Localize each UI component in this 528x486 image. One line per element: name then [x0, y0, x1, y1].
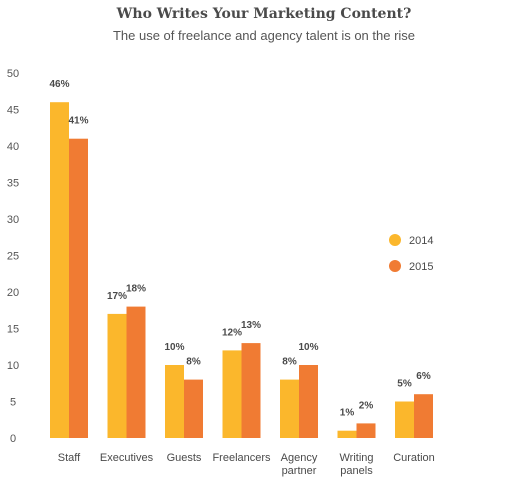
- data-label: 8%: [186, 357, 201, 368]
- y-tick-label: 25: [7, 251, 19, 263]
- y-tick-label: 15: [7, 324, 19, 336]
- bar-2014: [107, 313, 127, 438]
- x-tick-label: panels: [340, 465, 373, 477]
- data-label: 46%: [49, 79, 69, 90]
- data-label: 10%: [164, 342, 184, 353]
- legend-label: 2015: [409, 261, 433, 273]
- bar-2014: [165, 365, 184, 438]
- data-label: 8%: [282, 357, 297, 368]
- y-tick-label: 10: [7, 360, 19, 372]
- x-tick-label: Executives: [100, 452, 154, 464]
- chart-subtitle: The use of freelance and agency talent i…: [112, 28, 416, 43]
- y-tick-label: 35: [7, 178, 19, 190]
- data-label: 2%: [359, 400, 374, 411]
- chart-title: Who Writes Your Marketing Content?: [116, 6, 412, 22]
- y-tick-label: 0: [10, 433, 16, 445]
- legend-label: 2014: [409, 235, 433, 247]
- bar-2015: [356, 423, 376, 438]
- legend-marker: [389, 260, 401, 272]
- bar-2015: [69, 138, 88, 438]
- bar-2015: [299, 365, 318, 438]
- data-label: 10%: [298, 342, 318, 353]
- data-label: 12%: [222, 327, 242, 338]
- bar-2015: [414, 394, 433, 438]
- x-tick-label: Agency: [281, 452, 318, 464]
- legend-marker: [389, 234, 401, 246]
- data-label: 13%: [241, 320, 261, 331]
- x-tick-label: partner: [282, 465, 317, 477]
- y-tick-label: 5: [10, 397, 16, 409]
- x-tick-label: Staff: [58, 452, 81, 464]
- y-tick-label: 50: [7, 68, 19, 80]
- y-tick-label: 30: [7, 214, 19, 226]
- bar-2015: [184, 379, 203, 438]
- x-tick-label: Writing: [339, 452, 373, 464]
- x-tick-label: Curation: [393, 452, 435, 464]
- bar-2014: [280, 379, 299, 438]
- data-label: 1%: [340, 408, 355, 419]
- data-label: 5%: [397, 379, 412, 390]
- data-label: 17%: [107, 291, 127, 302]
- bar-2015: [126, 306, 146, 438]
- y-tick-label: 45: [7, 105, 19, 117]
- x-tick-label: Freelancers: [212, 452, 271, 464]
- bar-2014: [50, 102, 69, 438]
- y-tick-label: 40: [7, 141, 19, 153]
- bar-2014: [337, 430, 357, 438]
- x-tick-label: Guests: [167, 452, 202, 464]
- bar-2014: [222, 350, 242, 438]
- bar-2015: [241, 343, 261, 438]
- y-tick-label: 20: [7, 287, 19, 299]
- data-label: 18%: [126, 284, 146, 295]
- bar-2014: [395, 401, 414, 438]
- data-label: 41%: [68, 116, 88, 127]
- data-label: 6%: [416, 371, 431, 382]
